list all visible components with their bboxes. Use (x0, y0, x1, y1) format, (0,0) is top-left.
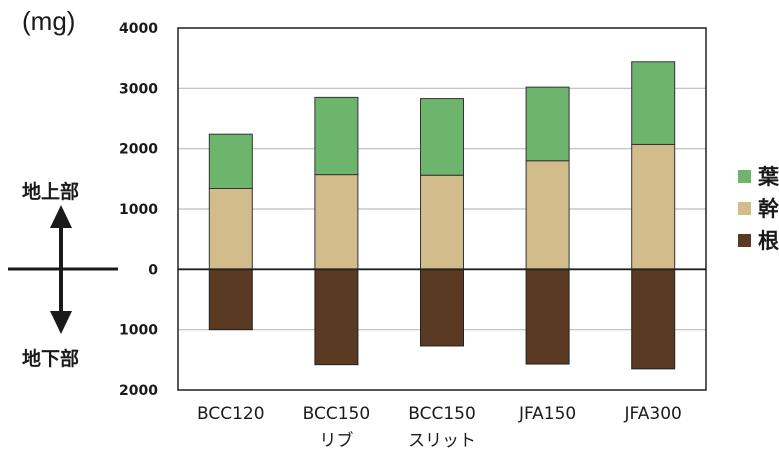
legend-item: 葉 (738, 160, 779, 192)
x-tick-label: BCC150 (303, 404, 371, 424)
x-tick-sublabel: スリット (408, 431, 476, 451)
y-tick-labels: 4000 3000 2000 1000 0 1000 2000 (119, 21, 158, 399)
y-tick-label: 1000 (119, 202, 158, 218)
direction-arrows (8, 205, 118, 334)
plot-frame (177, 27, 707, 391)
y-tick-label: 3000 (119, 81, 158, 97)
axes (177, 27, 707, 391)
bar-segment (420, 268, 464, 347)
x-tick-sublabel: リブ (319, 430, 353, 451)
legend-label: 葉 (758, 165, 779, 189)
below-ground-label: 地下部 (22, 348, 80, 370)
legend-label: 幹 (758, 197, 779, 221)
bar-segment (314, 96, 359, 176)
up-arrow-icon (50, 205, 72, 228)
bar-segment (525, 268, 570, 365)
x-tick-label: BCC120 (197, 404, 265, 424)
y-tick-label: 1000 (119, 323, 158, 339)
legend-swatch (738, 233, 751, 247)
down-arrow-icon (50, 311, 72, 334)
bar-segment (631, 143, 676, 270)
x-tick-labels: BCC120 BCC150 リブ BCC150 スリット JFA150 JFA300 (197, 404, 682, 451)
bar-segment (314, 268, 359, 366)
x-tick-label: JFA150 (518, 404, 576, 424)
legend: 葉 幹 根 (738, 160, 779, 256)
legend-swatch (738, 201, 751, 215)
bar-segment (208, 187, 253, 270)
y-tick-label: 2000 (119, 383, 158, 399)
bar-group (208, 61, 676, 370)
y-tick-label: 4000 (119, 21, 158, 37)
bar-segment (208, 133, 253, 189)
legend-item: 幹 (738, 192, 779, 224)
bar-segment (420, 174, 464, 270)
above-ground-label: 地上部 (22, 181, 80, 203)
y-tick-label: 0 (148, 262, 158, 278)
y-tick-label: 2000 (119, 142, 158, 158)
legend-label: 根 (758, 229, 779, 253)
x-tick-label: JFA300 (624, 404, 682, 424)
legend-swatch (738, 169, 751, 183)
legend-item: 根 (738, 224, 779, 256)
bar-segment (631, 61, 676, 145)
y-unit-label: (mg) (22, 6, 76, 36)
bar-segment (314, 174, 359, 270)
bar-segment (525, 160, 570, 270)
x-tick-label: BCC150 (408, 404, 476, 424)
bar-segment (525, 86, 570, 162)
bar-segment (420, 98, 464, 176)
bar-segment (208, 268, 253, 331)
bar-segment (631, 268, 676, 370)
